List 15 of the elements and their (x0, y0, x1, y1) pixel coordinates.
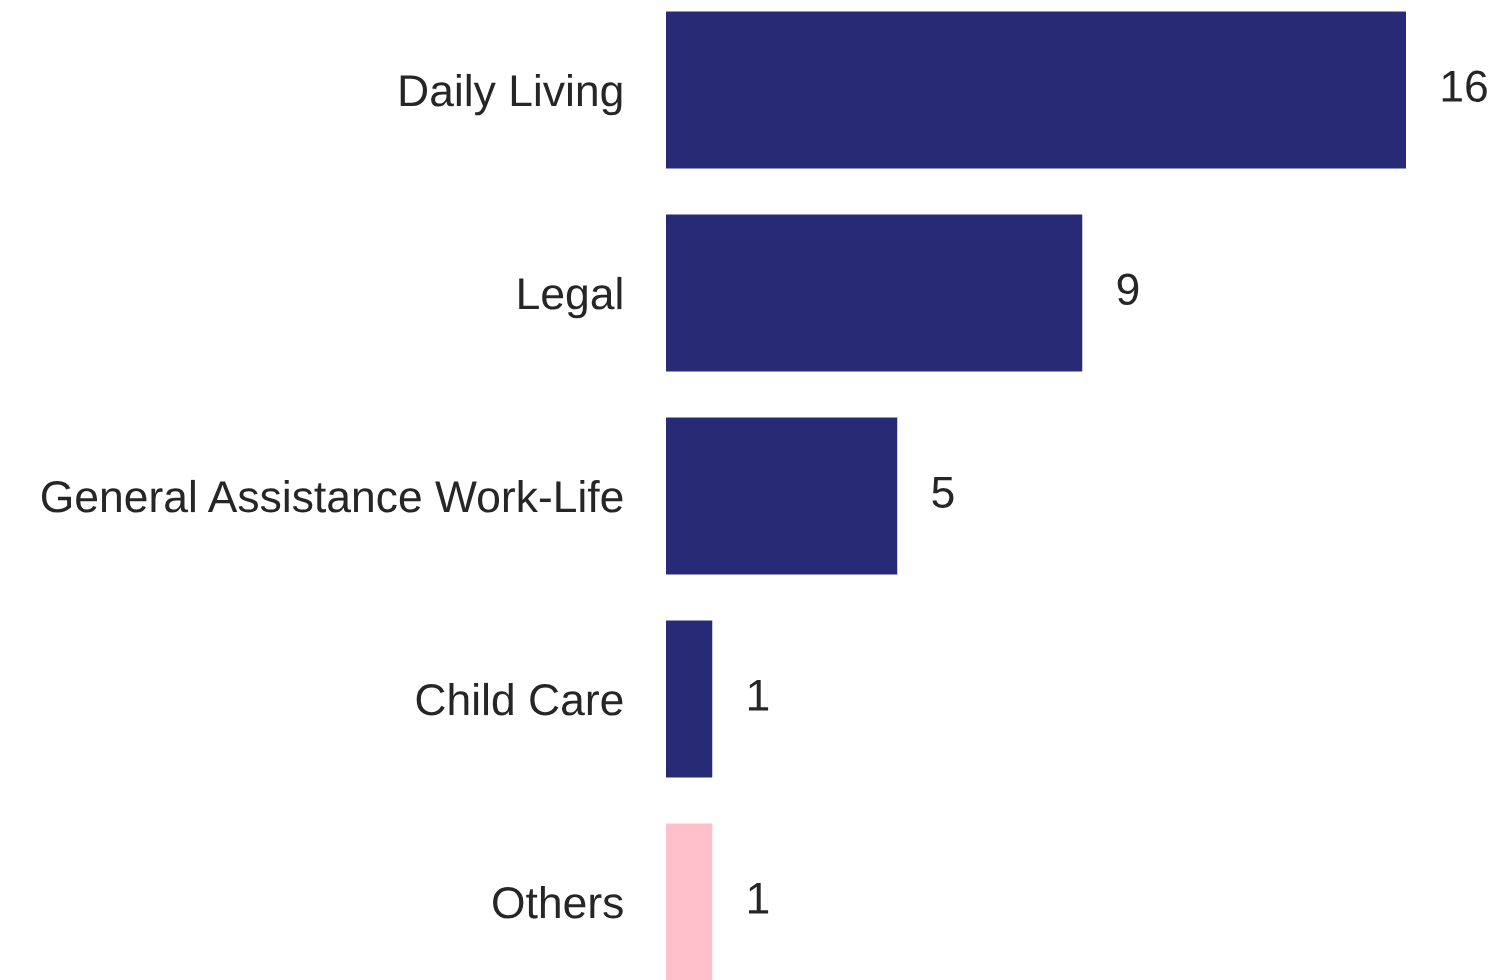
bar (666, 214, 1083, 372)
y-tick-label: Others (493, 885, 623, 919)
y-tick-label: General Assistance Work-Life (41, 479, 623, 513)
bar (666, 823, 713, 980)
y-tick-label: Daily Living (400, 73, 622, 116)
y-tick-label: Child Care (416, 682, 623, 716)
bar (666, 417, 898, 575)
data-label: 5 (932, 476, 954, 508)
bar (666, 11, 1406, 169)
y-tick-label: Legal (519, 276, 622, 319)
data-label: 1 (748, 882, 769, 914)
data-label: 16 (1442, 70, 1487, 102)
bar (666, 620, 713, 778)
data-label: 9 (1117, 273, 1139, 305)
data-label: 1 (748, 679, 769, 711)
